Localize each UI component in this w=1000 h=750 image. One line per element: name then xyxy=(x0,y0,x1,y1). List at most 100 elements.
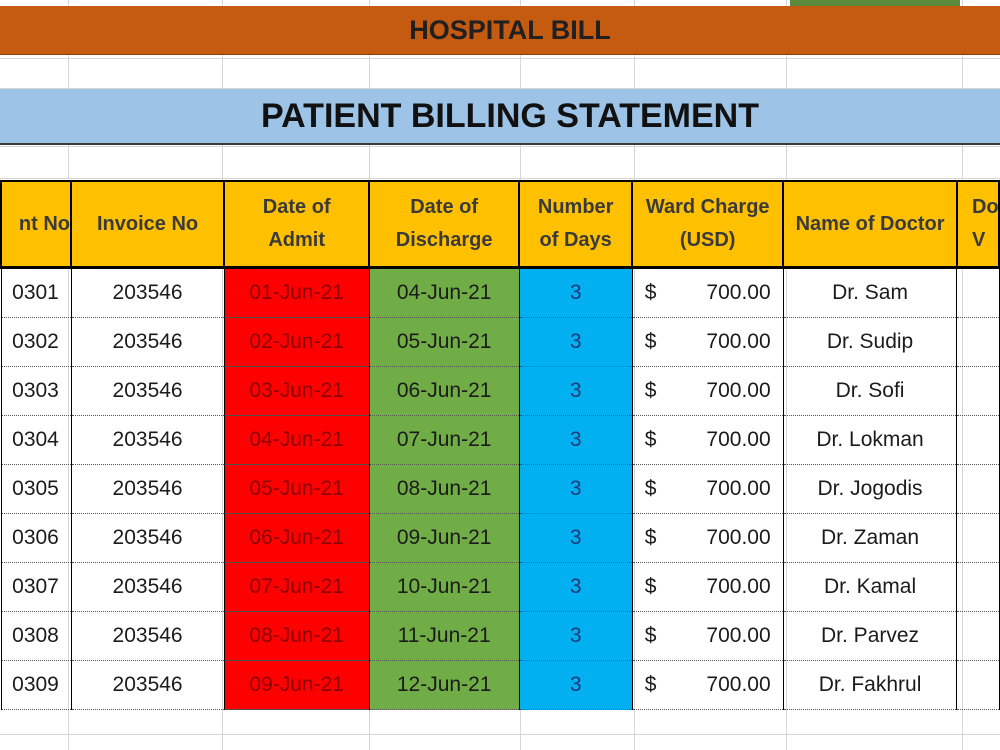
cell-patient-no[interactable]: 0307 xyxy=(0,562,72,612)
cell-doctor-name[interactable]: Dr. Kamal xyxy=(782,562,958,612)
header-invoice-no[interactable]: Invoice No xyxy=(69,180,226,269)
table-row[interactable]: 0304 203546 04-Jun-21 07-Jun-21 3 $700.00 Dr. … xyxy=(0,415,1000,465)
cell-number-of-days[interactable]: 3 xyxy=(518,660,633,710)
header-doctor-name[interactable]: Name of Doctor xyxy=(782,180,958,269)
cell-patient-no[interactable]: 0301 xyxy=(0,266,72,318)
cell-date-discharge[interactable]: 04-Jun-21 xyxy=(368,266,520,318)
cell-date-admit[interactable]: 04-Jun-21 xyxy=(223,415,370,465)
cell-doctor-name[interactable]: Dr. Parvez xyxy=(782,611,958,661)
cell-doctor-name[interactable]: Dr. Jogodis xyxy=(782,464,958,514)
cell-truncated[interactable] xyxy=(956,266,1000,318)
table-row[interactable]: 0301 203546 01-Jun-21 04-Jun-21 3 $700.00 Dr. … xyxy=(0,266,1000,318)
header-date-discharge[interactable]: Date of Discharge xyxy=(368,180,521,269)
header-patient-no[interactable]: nt No xyxy=(0,180,72,269)
cell-invoice-no[interactable]: 203546 xyxy=(70,415,225,465)
cell-invoice-no[interactable]: 203546 xyxy=(70,562,225,612)
cell-invoice-no[interactable]: 203546 xyxy=(70,513,225,563)
cell-doctor-name[interactable]: Dr. Lokman xyxy=(782,415,958,465)
cell-date-admit[interactable]: 09-Jun-21 xyxy=(223,660,370,710)
header-truncated-column[interactable]: Do V xyxy=(955,180,1000,269)
cell-date-discharge[interactable]: 05-Jun-21 xyxy=(368,317,520,367)
cell-truncated[interactable] xyxy=(956,415,1000,465)
cell-invoice-no[interactable]: 203546 xyxy=(70,266,225,318)
cell-date-discharge[interactable]: 07-Jun-21 xyxy=(368,415,520,465)
table-row[interactable]: 0308 203546 08-Jun-21 11-Jun-21 3 $700.00 Dr. … xyxy=(0,611,1000,661)
cell-number-of-days[interactable]: 3 xyxy=(518,266,633,318)
cell-number-of-days[interactable]: 3 xyxy=(518,464,633,514)
cell-invoice-no[interactable]: 203546 xyxy=(70,464,225,514)
cell-truncated[interactable] xyxy=(956,611,1000,661)
cell-date-admit[interactable]: 06-Jun-21 xyxy=(223,513,370,563)
cell-invoice-no[interactable]: 203546 xyxy=(70,366,225,416)
cell-invoice-no[interactable]: 203546 xyxy=(70,660,225,710)
cell-truncated[interactable] xyxy=(956,464,1000,514)
statement-title-bar[interactable]: PATIENT BILLING STATEMENT xyxy=(0,89,1000,145)
table-row[interactable]: 0305 203546 05-Jun-21 08-Jun-21 3 $700.00 Dr. … xyxy=(0,464,1000,514)
ward-amount: 700.00 xyxy=(706,526,771,549)
cell-date-admit[interactable]: 03-Jun-21 xyxy=(223,366,370,416)
cell-truncated[interactable] xyxy=(956,366,1000,416)
cell-truncated[interactable] xyxy=(956,562,1000,612)
table-row[interactable]: 0303 203546 03-Jun-21 06-Jun-21 3 $700.00 Dr. … xyxy=(0,366,1000,416)
table-row[interactable]: 0306 203546 06-Jun-21 09-Jun-21 3 $700.00 Dr. … xyxy=(0,513,1000,563)
cell-number-of-days[interactable]: 3 xyxy=(518,415,633,465)
selected-cell-marker xyxy=(790,0,960,6)
currency-symbol: $ xyxy=(644,575,657,598)
cell-number-of-days[interactable]: 3 xyxy=(518,513,633,563)
cell-patient-no[interactable]: 0304 xyxy=(0,415,72,465)
cell-patient-no[interactable]: 0305 xyxy=(0,464,72,514)
cell-date-admit[interactable]: 07-Jun-21 xyxy=(223,562,370,612)
cell-patient-no[interactable]: 0303 xyxy=(0,366,72,416)
cell-doctor-name[interactable]: Dr. Sofi xyxy=(782,366,958,416)
cell-date-admit[interactable]: 01-Jun-21 xyxy=(223,266,370,318)
cell-patient-no[interactable]: 0306 xyxy=(0,513,72,563)
cell-number-of-days[interactable]: 3 xyxy=(518,317,633,367)
cell-doctor-name[interactable]: Dr. Fakhrul xyxy=(782,660,958,710)
header-number-of-days[interactable]: Number of Days xyxy=(518,180,634,269)
cell-ward-charge[interactable]: $700.00 xyxy=(631,464,784,514)
currency-symbol: $ xyxy=(644,526,657,549)
cell-doctor-name[interactable]: Dr. Sam xyxy=(782,266,958,318)
header-ward-charge[interactable]: Ward Charge (USD) xyxy=(631,180,785,269)
header-date-admit[interactable]: Date of Admit xyxy=(223,180,371,269)
cell-ward-charge[interactable]: $700.00 xyxy=(631,611,784,661)
ward-amount: 700.00 xyxy=(706,477,771,500)
cell-invoice-no[interactable]: 203546 xyxy=(70,317,225,367)
cell-truncated[interactable] xyxy=(956,660,1000,710)
cell-date-admit[interactable]: 02-Jun-21 xyxy=(223,317,370,367)
table-row[interactable]: 0309 203546 09-Jun-21 12-Jun-21 3 $700.00 Dr. … xyxy=(0,660,1000,710)
cell-doctor-name[interactable]: Dr. Zaman xyxy=(782,513,958,563)
cell-truncated[interactable] xyxy=(956,513,1000,563)
cell-ward-charge[interactable]: $700.00 xyxy=(631,513,784,563)
cell-number-of-days[interactable]: 3 xyxy=(518,611,633,661)
cell-patient-no[interactable]: 0308 xyxy=(0,611,72,661)
cell-date-discharge[interactable]: 10-Jun-21 xyxy=(368,562,520,612)
table-row[interactable]: 0307 203546 07-Jun-21 10-Jun-21 3 $700.00 Dr. … xyxy=(0,562,1000,612)
cell-invoice-no[interactable]: 203546 xyxy=(70,611,225,661)
cell-doctor-name[interactable]: Dr. Sudip xyxy=(782,317,958,367)
ward-amount: 700.00 xyxy=(706,673,771,696)
cell-date-discharge[interactable]: 12-Jun-21 xyxy=(368,660,520,710)
cell-date-discharge[interactable]: 06-Jun-21 xyxy=(368,366,520,416)
cell-ward-charge[interactable]: $700.00 xyxy=(631,660,784,710)
cell-date-discharge[interactable]: 09-Jun-21 xyxy=(368,513,520,563)
cell-patient-no[interactable]: 0302 xyxy=(0,317,72,367)
cell-date-discharge[interactable]: 11-Jun-21 xyxy=(368,611,520,661)
cell-date-admit[interactable]: 08-Jun-21 xyxy=(223,611,370,661)
ward-amount: 700.00 xyxy=(706,624,771,647)
cell-number-of-days[interactable]: 3 xyxy=(518,366,633,416)
cell-ward-charge[interactable]: $700.00 xyxy=(631,317,784,367)
cell-number-of-days[interactable]: 3 xyxy=(518,562,633,612)
cell-date-discharge[interactable]: 08-Jun-21 xyxy=(368,464,520,514)
header-row: nt No Invoice No Date of Admit Date of Dis… xyxy=(0,180,1000,269)
cell-ward-charge[interactable]: $700.00 xyxy=(631,562,784,612)
cell-ward-charge[interactable]: $700.00 xyxy=(631,415,784,465)
cell-ward-charge[interactable]: $700.00 xyxy=(631,266,784,318)
cell-date-admit[interactable]: 05-Jun-21 xyxy=(223,464,370,514)
cell-truncated[interactable] xyxy=(956,317,1000,367)
ward-amount: 700.00 xyxy=(706,428,771,451)
cell-patient-no[interactable]: 0309 xyxy=(0,660,72,710)
hospital-bill-banner[interactable]: HOSPITAL BILL xyxy=(0,6,1000,55)
table-row[interactable]: 0302 203546 02-Jun-21 05-Jun-21 3 $700.00 Dr. … xyxy=(0,317,1000,367)
cell-ward-charge[interactable]: $700.00 xyxy=(631,366,784,416)
